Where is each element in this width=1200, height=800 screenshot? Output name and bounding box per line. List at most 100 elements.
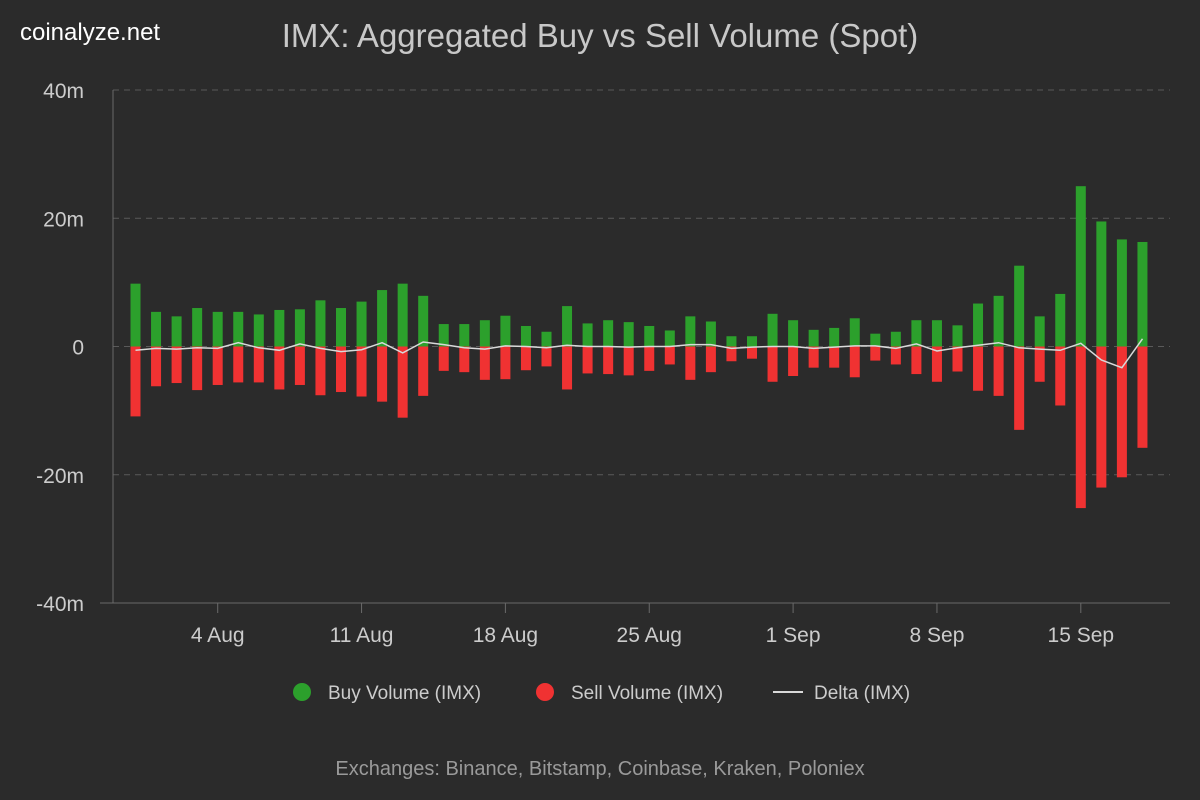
buy-volume-bar[interactable]: [973, 303, 984, 347]
buy-volume-bar[interactable]: [192, 308, 203, 347]
sell-volume-bar[interactable]: [418, 346, 429, 396]
sell-volume-bar[interactable]: [952, 346, 963, 372]
sell-volume-bar[interactable]: [562, 346, 573, 390]
legend-item-delta[interactable]: Delta (IMX): [773, 683, 910, 704]
sell-volume-bar[interactable]: [151, 346, 162, 387]
sell-volume-bar[interactable]: [849, 346, 860, 378]
sell-volume-bar[interactable]: [233, 346, 244, 383]
buy-volume-bar[interactable]: [479, 320, 490, 347]
sell-volume-bar[interactable]: [274, 346, 285, 390]
sell-volume-bar[interactable]: [541, 346, 552, 367]
buy-volume-bar[interactable]: [336, 308, 346, 347]
buy-volume-bar[interactable]: [1137, 241, 1148, 347]
sell-volume-bar[interactable]: [479, 346, 490, 380]
sell-volume-bar[interactable]: [644, 346, 655, 371]
sell-volume-bar[interactable]: [294, 346, 305, 385]
buy-volume-bar[interactable]: [438, 324, 449, 347]
buy-volume-bar[interactable]: [377, 290, 388, 347]
buy-volume-bar[interactable]: [582, 323, 593, 347]
buy-volume-bar[interactable]: [397, 283, 408, 347]
buy-volume-bar[interactable]: [130, 283, 141, 347]
sell-volume-bar[interactable]: [212, 346, 223, 385]
sell-volume-bar[interactable]: [1096, 346, 1107, 488]
sell-volume-bar[interactable]: [1116, 346, 1127, 478]
buy-volume-bar[interactable]: [849, 318, 860, 347]
buy-volume-bar[interactable]: [294, 309, 305, 347]
buy-volume-bar[interactable]: [1096, 221, 1107, 347]
sell-volume-bar[interactable]: [705, 346, 716, 373]
buy-volume-bar[interactable]: [562, 306, 573, 347]
sell-volume-bar[interactable]: [397, 346, 408, 418]
sell-volume-bar[interactable]: [911, 346, 922, 375]
sell-volume-bar[interactable]: [315, 346, 326, 396]
sell-volume-bar[interactable]: [1014, 346, 1025, 430]
sell-volume-bar[interactable]: [336, 346, 346, 393]
buy-volume-bar[interactable]: [808, 329, 819, 347]
sell-volume-bar[interactable]: [171, 346, 182, 384]
sell-volume-bar[interactable]: [1055, 346, 1066, 406]
buy-volume-bar[interactable]: [233, 311, 244, 347]
sell-volume-bar[interactable]: [788, 346, 799, 376]
sell-volume-bar[interactable]: [1075, 346, 1086, 509]
sell-volume-bar[interactable]: [829, 346, 840, 368]
buy-volume-bar[interactable]: [931, 320, 942, 347]
buy-volume-bar[interactable]: [644, 325, 655, 347]
buy-volume-bar[interactable]: [212, 311, 223, 347]
sell-volume-bar[interactable]: [931, 346, 942, 382]
sell-volume-bar[interactable]: [459, 346, 470, 373]
sell-volume-bar[interactable]: [623, 346, 634, 376]
buy-volume-bar[interactable]: [726, 336, 737, 347]
buy-volume-bar[interactable]: [541, 331, 552, 347]
buy-volume-bar[interactable]: [151, 311, 162, 347]
sell-volume-bar[interactable]: [192, 346, 203, 391]
sell-volume-bar[interactable]: [726, 346, 737, 362]
buy-volume-bar[interactable]: [356, 301, 367, 347]
sell-volume-bar[interactable]: [685, 346, 696, 380]
buy-volume-bar[interactable]: [685, 316, 696, 347]
sell-volume-bar[interactable]: [808, 346, 819, 368]
sell-volume-bar[interactable]: [130, 346, 141, 417]
sell-volume-bar[interactable]: [870, 346, 881, 361]
buy-volume-bar[interactable]: [890, 331, 901, 347]
buy-volume-bar[interactable]: [870, 333, 881, 347]
sell-volume-bar[interactable]: [1034, 346, 1045, 382]
buy-volume-bar[interactable]: [1116, 239, 1127, 347]
sell-volume-bar[interactable]: [520, 346, 531, 371]
sell-volume-bar[interactable]: [890, 346, 901, 365]
buy-volume-bar[interactable]: [623, 322, 634, 347]
sell-volume-bar[interactable]: [500, 346, 511, 380]
buy-volume-bar[interactable]: [1055, 293, 1066, 347]
buy-volume-bar[interactable]: [829, 327, 840, 347]
sell-volume-bar[interactable]: [747, 346, 757, 359]
site-label[interactable]: coinalyze.net: [20, 19, 160, 46]
sell-volume-bar[interactable]: [377, 346, 388, 402]
sell-volume-bar[interactable]: [582, 346, 593, 374]
sell-volume-bar[interactable]: [438, 346, 449, 371]
buy-volume-bar[interactable]: [1075, 186, 1086, 347]
buy-volume-bar[interactable]: [788, 320, 799, 347]
legend-item-sell[interactable]: Sell Volume (IMX): [536, 683, 723, 704]
sell-volume-bar[interactable]: [356, 346, 367, 397]
sell-volume-bar[interactable]: [664, 346, 675, 365]
buy-volume-bar[interactable]: [315, 300, 326, 347]
buy-volume-bar[interactable]: [911, 320, 922, 347]
buy-volume-bar[interactable]: [418, 295, 429, 347]
sell-volume-bar[interactable]: [603, 346, 614, 375]
buy-volume-bar[interactable]: [993, 295, 1004, 347]
buy-volume-bar[interactable]: [747, 336, 757, 347]
buy-volume-bar[interactable]: [1014, 265, 1025, 347]
buy-volume-bar[interactable]: [603, 320, 614, 347]
sell-volume-bar[interactable]: [253, 346, 264, 383]
legend-item-buy[interactable]: Buy Volume (IMX): [293, 683, 481, 704]
buy-volume-bar[interactable]: [705, 321, 716, 347]
sell-volume-bar[interactable]: [993, 346, 1004, 396]
buy-volume-bar[interactable]: [952, 325, 963, 347]
buy-volume-bar[interactable]: [767, 313, 778, 347]
buy-volume-bar[interactable]: [253, 314, 264, 347]
buy-volume-bar[interactable]: [274, 309, 285, 347]
buy-volume-bar[interactable]: [171, 316, 182, 347]
buy-volume-bar[interactable]: [664, 330, 675, 347]
sell-volume-bar[interactable]: [973, 346, 984, 391]
buy-volume-bar[interactable]: [500, 315, 511, 347]
buy-volume-bar[interactable]: [1034, 316, 1045, 347]
